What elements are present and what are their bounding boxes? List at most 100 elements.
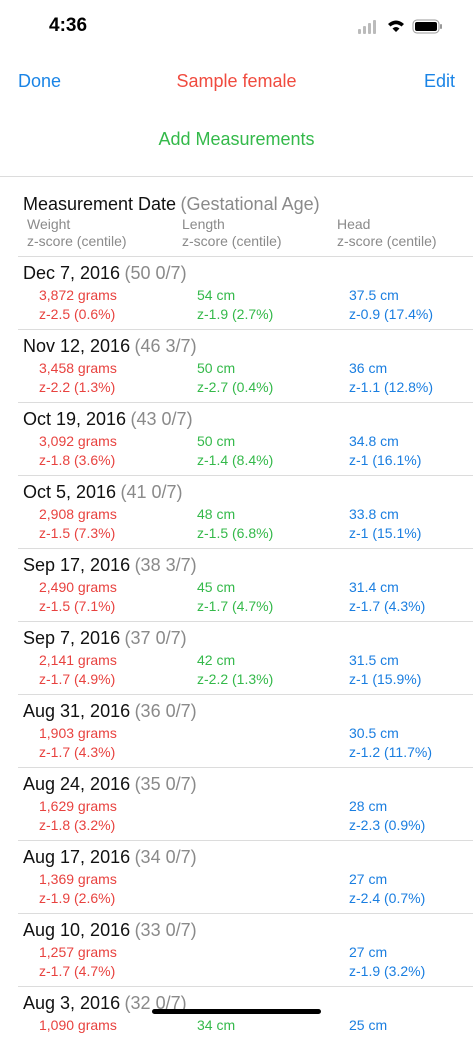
row-title: Aug 31, 2016 (36 0/7) [23,701,197,722]
row-title: Aug 3, 2016 (32 0/7) [23,993,187,1014]
head-zscore: z-2.3 (0.9%) [349,817,426,833]
measurement-row[interactable]: Aug 24, 2016 (35 0/7) 1,629 grams z-1.8 (3… [0,767,473,840]
head-zscore: z-2.4 (0.7%) [349,890,426,906]
weight-zscore: z-1.8 (3.6%) [39,452,116,468]
length-value: 50 cm [197,433,236,449]
status-time: 4:36 [49,15,88,36]
head-value: 36 cm [349,360,388,376]
weight-value: 2,908 grams [39,506,117,522]
row-date: Aug 3, 2016 [23,993,121,1013]
row-separator [18,256,473,257]
length-value: 45 cm [197,579,236,595]
row-ga: (37 0/7) [124,628,187,648]
head-value: 34.8 cm [349,433,399,449]
weight-value: 1,257 grams [39,944,117,960]
length-zscore: z-2.2 (1.3%) [197,671,274,687]
row-title: Sep 7, 2016 (37 0/7) [23,628,187,649]
weight-zscore: z-1.7 (4.9%) [39,671,116,687]
header-date: Measurement Date [23,194,177,214]
header-title: Measurement Date (Gestational Age) [23,194,320,215]
measurement-row[interactable]: Aug 10, 2016 (33 0/7) 1,257 grams z-1.7 (4… [0,913,473,986]
row-date: Oct 5, 2016 [23,482,117,502]
status-icons [358,19,442,34]
row-date: Sep 17, 2016 [23,555,131,575]
weight-zscore: z-1.8 (3.2%) [39,817,116,833]
header-head: Head [337,216,371,232]
row-ga: (34 0/7) [134,847,197,867]
weight-zscore: z-2.5 (0.6%) [39,306,116,322]
row-title: Aug 10, 2016 (33 0/7) [23,920,197,941]
measurement-row[interactable]: Dec 7, 2016 (50 0/7) 3,872 grams z-2.5 (0.… [0,256,473,329]
row-title: Dec 7, 2016 (50 0/7) [23,263,187,284]
weight-zscore: z-1.7 (4.3%) [39,744,116,760]
measurement-row[interactable]: Oct 5, 2016 (41 0/7) 2,908 grams z-1.5 (7.… [0,475,473,548]
row-date: Sep 7, 2016 [23,628,121,648]
row-separator [18,402,473,403]
head-zscore: z-1.7 (4.3%) [349,598,426,614]
weight-value: 3,872 grams [39,287,117,303]
head-zscore: z-1 (16.1%) [349,452,422,468]
row-date: Nov 12, 2016 [23,336,131,356]
weight-zscore: z-1.5 (7.3%) [39,525,116,541]
row-separator [18,621,473,622]
header-length-sub: z-score (centile) [182,233,282,249]
row-ga: (38 3/7) [134,555,197,575]
measurement-row[interactable]: Aug 17, 2016 (34 0/7) 1,369 grams z-1.9 (2… [0,840,473,913]
row-ga: (46 3/7) [134,336,197,356]
home-indicator [152,1009,321,1014]
length-zscore: z-1.7 (4.7%) [197,598,274,614]
length-value: 54 cm [197,287,236,303]
weight-value: 1,629 grams [39,798,117,814]
weight-value: 2,490 grams [39,579,117,595]
row-title: Aug 24, 2016 (35 0/7) [23,774,197,795]
length-value: 48 cm [197,506,236,522]
measurement-row[interactable]: Aug 3, 2016 (32 0/7) 1,090 grams 34 cm 25 c… [0,986,473,1059]
row-title: Sep 17, 2016 (38 3/7) [23,555,197,576]
row-date: Aug 24, 2016 [23,774,131,794]
head-value: 37.5 cm [349,287,399,303]
head-value: 33.8 cm [349,506,399,522]
done-button[interactable]: Done [18,71,62,91]
length-zscore: z-1.9 (2.7%) [197,306,274,322]
row-separator [18,913,473,914]
head-zscore: z-1.1 (12.8%) [349,379,434,395]
head-value: 28 cm [349,798,388,814]
weight-value: 1,090 grams [39,1017,117,1033]
row-ga: (36 0/7) [134,701,197,721]
head-value: 27 cm [349,871,388,887]
weight-zscore: z-2.2 (1.3%) [39,379,116,395]
head-zscore: z-1 (15.1%) [349,525,422,541]
weight-value: 1,903 grams [39,725,117,741]
measurement-row[interactable]: Oct 19, 2016 (43 0/7) 3,092 grams z-1.8 (3… [0,402,473,475]
row-separator [18,475,473,476]
row-ga: (33 0/7) [134,920,197,940]
row-ga: (32 0/7) [124,993,187,1013]
nav-title: Sample female [176,71,297,91]
row-date: Aug 10, 2016 [23,920,131,940]
head-value: 31.5 cm [349,652,399,668]
header-weight-sub: z-score (centile) [27,233,127,249]
weight-zscore: z-1.7 (4.7%) [39,963,116,979]
weight-zscore: z-1.5 (7.1%) [39,598,116,614]
length-value: 34 cm [197,1017,236,1033]
weight-value: 3,458 grams [39,360,117,376]
length-zscore: z-1.5 (6.8%) [197,525,274,541]
row-date: Aug 17, 2016 [23,847,131,867]
add-measurements-button[interactable]: Add Measurements [158,129,315,149]
screen: {"status_bar": {"time": "4:36"}, "nav": … [0,15,473,1033]
row-ga: (43 0/7) [130,409,193,429]
weight-value: 2,141 grams [39,652,117,668]
edit-button[interactable]: Edit [423,71,455,91]
row-date: Aug 31, 2016 [23,701,131,721]
weight-value: 1,369 grams [39,871,117,887]
measurement-row[interactable]: Nov 12, 2016 (46 3/7) 3,458 grams z-2.2 (1… [0,329,473,402]
row-separator [18,840,473,841]
measurement-row[interactable]: Sep 7, 2016 (37 0/7) 2,141 grams z-1.7 (4.… [0,621,473,694]
row-separator [18,548,473,549]
divider [0,176,473,177]
header-weight: Weight [27,216,71,232]
measurement-row[interactable]: Aug 31, 2016 (36 0/7) 1,903 grams z-1.7 (4… [0,694,473,767]
row-ga: (41 0/7) [120,482,183,502]
measurement-row[interactable]: Sep 17, 2016 (38 3/7) 2,490 grams z-1.5 (7… [0,548,473,621]
row-title: Nov 12, 2016 (46 3/7) [23,336,197,357]
